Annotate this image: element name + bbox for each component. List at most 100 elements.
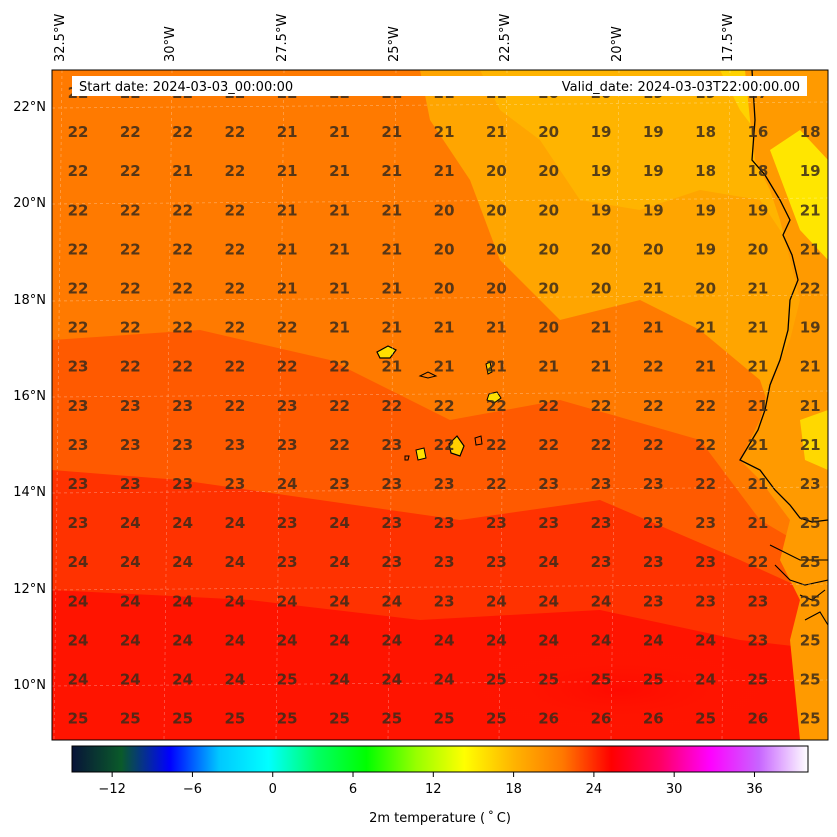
temperature-value: 20	[643, 240, 664, 258]
longitude-label: 32.5°W	[53, 14, 68, 62]
temperature-value: 24	[329, 592, 350, 610]
temperature-value: 23	[591, 553, 612, 571]
temperature-value: 26	[591, 710, 612, 728]
temperature-value: 22	[224, 123, 245, 141]
temperature-value: 22	[224, 240, 245, 258]
temperature-value: 19	[591, 123, 612, 141]
temperature-value: 21	[381, 280, 402, 298]
temperature-value: 20	[538, 280, 559, 298]
latitude-label: 18°N	[13, 293, 46, 308]
temperature-value: 25	[381, 710, 402, 728]
temperature-value: 22	[538, 397, 559, 415]
temperature-value: 22	[224, 397, 245, 415]
longitude-label: 20°W	[610, 26, 625, 62]
temperature-value: 22	[68, 319, 89, 337]
start-date-label: Start date: 2024-03-03_00:00:00	[79, 80, 293, 95]
latitude-label: 12°N	[13, 582, 46, 597]
colorbar-ticks: −12 −6 0 6 12 18 24 30 36	[98, 772, 763, 797]
temperature-value: 24	[68, 671, 89, 689]
colorbar-gradient	[71, 745, 809, 773]
temperature-value: 20	[695, 280, 716, 298]
temperature-value: 23	[381, 475, 402, 493]
temperature-value: 19	[695, 201, 716, 219]
temperature-value: 24	[172, 514, 193, 532]
temperature-value: 18	[695, 123, 716, 141]
temperature-value: 21	[747, 475, 768, 493]
temperature-value: 22	[224, 280, 245, 298]
temperature-value: 23	[172, 397, 193, 415]
temperature-value: 21	[381, 358, 402, 376]
temperature-value: 22	[172, 201, 193, 219]
temperature-value: 23	[695, 592, 716, 610]
temperature-value: 21	[643, 319, 664, 337]
temperature-value: 21	[277, 240, 298, 258]
temperature-value: 23	[277, 397, 298, 415]
temperature-value: 24	[329, 631, 350, 649]
temperature-value: 22	[68, 162, 89, 180]
temperature-value: 22	[224, 319, 245, 337]
temperature-value: 22	[172, 240, 193, 258]
temperature-value: 22	[591, 436, 612, 454]
temperature-value: 23	[68, 436, 89, 454]
temperature-value: 21	[172, 162, 193, 180]
temperature-value: 21	[747, 514, 768, 532]
temperature-value: 21	[381, 123, 402, 141]
temperature-value: 18	[747, 162, 768, 180]
temperature-value: 21	[591, 319, 612, 337]
temperature-value: 22	[695, 397, 716, 415]
temperature-value: 23	[68, 397, 89, 415]
temperature-value: 23	[381, 553, 402, 571]
temperature-value: 25	[277, 710, 298, 728]
temperature-value: 24	[695, 671, 716, 689]
temperature-value: 23	[538, 514, 559, 532]
temperature-value: 23	[68, 514, 89, 532]
temperature-value: 23	[591, 514, 612, 532]
temperature-value: 23	[591, 475, 612, 493]
temperature-value: 24	[277, 592, 298, 610]
temperature-value: 23	[277, 436, 298, 454]
temperature-value: 23	[120, 436, 141, 454]
temperature-value: 23	[381, 514, 402, 532]
temperature-value: 22	[172, 280, 193, 298]
temperature-value: 23	[643, 475, 664, 493]
temperature-value: 20	[434, 280, 455, 298]
temperature-value: 24	[434, 631, 455, 649]
temperature-value: 21	[747, 280, 768, 298]
temperature-value: 21	[434, 162, 455, 180]
temperature-value: 24	[277, 631, 298, 649]
temperature-value: 22	[224, 201, 245, 219]
temperature-value: 24	[591, 592, 612, 610]
temperature-value: 19	[747, 201, 768, 219]
temperature-value: 19	[591, 201, 612, 219]
temperature-value: 18	[800, 123, 821, 141]
temperature-value: 21	[747, 319, 768, 337]
temperature-value: 22	[68, 280, 89, 298]
temperature-value: 20	[538, 162, 559, 180]
temperature-value: 22	[120, 319, 141, 337]
temperature-value: 21	[747, 436, 768, 454]
temperature-value: 21	[329, 162, 350, 180]
latitude-label: 20°N	[13, 196, 46, 211]
temperature-value: 21	[381, 201, 402, 219]
temperature-value: 24	[695, 631, 716, 649]
temperature-value: 22	[643, 397, 664, 415]
temperature-value: 24	[172, 553, 193, 571]
temperature-value: 22	[695, 475, 716, 493]
colorbar-tick-label: 12	[425, 782, 442, 797]
temperature-value: 21	[800, 201, 821, 219]
longitude-label: 27.5°W	[275, 14, 290, 62]
temperature-value: 23	[434, 514, 455, 532]
temperature-value: 23	[381, 436, 402, 454]
temperature-value: 22	[120, 280, 141, 298]
temperature-value: 22	[172, 358, 193, 376]
temperature-value: 25	[800, 631, 821, 649]
latitude-label: 22°N	[13, 100, 46, 115]
temperature-value: 21	[434, 123, 455, 141]
temperature-value: 20	[486, 240, 507, 258]
temperature-value: 24	[538, 592, 559, 610]
temperature-value: 24	[329, 514, 350, 532]
temperature-value: 25	[277, 671, 298, 689]
temperature-value: 22	[277, 358, 298, 376]
temperature-value: 22	[695, 436, 716, 454]
